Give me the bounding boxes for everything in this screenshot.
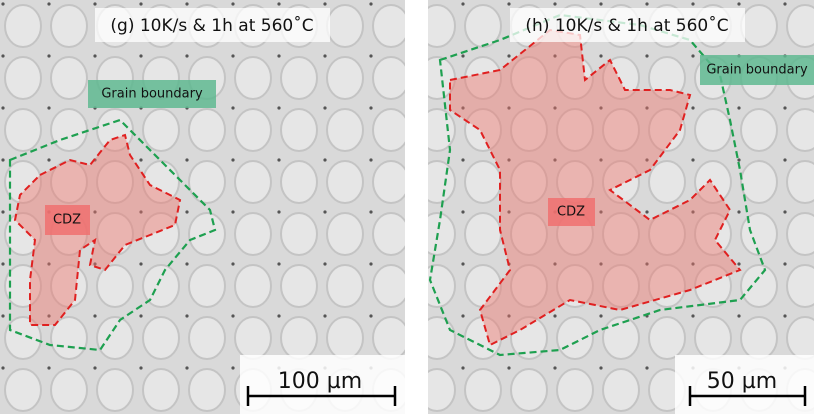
boundary-label: Grain boundary xyxy=(101,87,203,102)
zone-label: CDZ xyxy=(53,213,81,228)
panel-title: (h) 10K/s & 1h at 560˚C xyxy=(525,15,728,36)
zone-label: CDZ xyxy=(557,205,585,220)
scale-label: 50 µm xyxy=(707,369,777,394)
figure: (g) 10K/s & 1h at 560˚C Grain boundary C… xyxy=(0,0,814,414)
boundary-label: Grain boundary xyxy=(706,63,808,78)
panel-g: (g) 10K/s & 1h at 560˚C Grain boundary C… xyxy=(0,0,405,414)
scale-label: 100 µm xyxy=(278,369,362,394)
panel-h: (h) 10K/s & 1h at 560˚C Grain boundary C… xyxy=(428,0,814,414)
panel-title: (g) 10K/s & 1h at 560˚C xyxy=(110,15,313,36)
page: (g) 10K/s & 1h at 560˚C Grain boundary C… xyxy=(0,0,814,414)
